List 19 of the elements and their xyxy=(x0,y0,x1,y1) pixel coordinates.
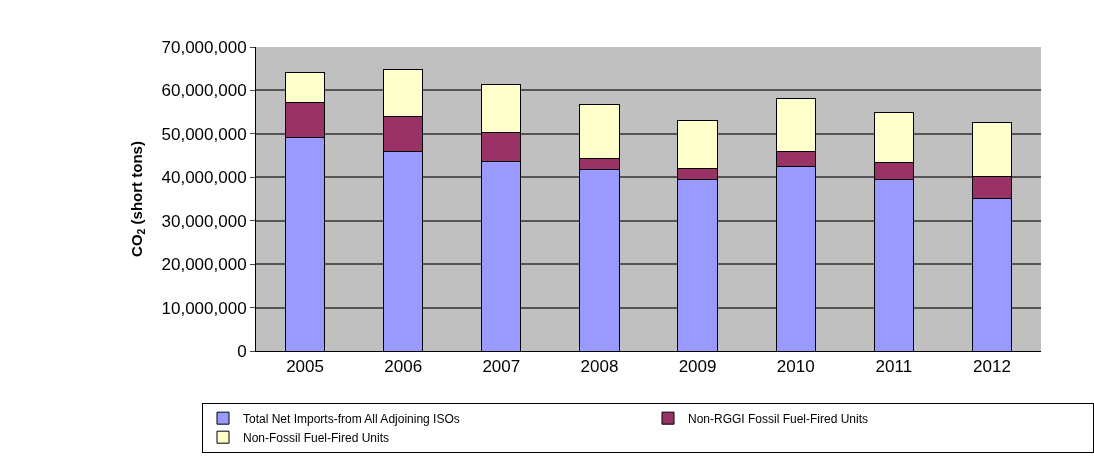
y-tick-label: 70,000,000 xyxy=(161,37,247,57)
legend-label: Non-RGGI Fossil Fuel-Fired Units xyxy=(688,411,869,426)
y-tick-label: 20,000,000 xyxy=(161,255,247,275)
y-tick-label: 40,000,000 xyxy=(161,168,247,188)
x-tick-label: 2011 xyxy=(875,357,913,377)
x-tick-label: 2009 xyxy=(678,357,717,377)
y-tick-label: 10,000,000 xyxy=(161,298,247,318)
x-tick-label: 2012 xyxy=(973,357,1011,377)
legend-label: Total Net Imports-from All Adjoining ISOs xyxy=(243,411,460,426)
x-tick-label: 2010 xyxy=(776,357,815,377)
y-tick-label: 60,000,000 xyxy=(161,81,247,101)
x-tick-label: 2005 xyxy=(286,357,324,377)
y-tick-label: 0 xyxy=(237,341,247,361)
legend-label: Non-Fossil Fuel-Fired Units xyxy=(243,430,390,445)
x-tick-label: 2007 xyxy=(482,357,521,377)
y-tick-label: 30,000,000 xyxy=(161,211,247,231)
x-tick-label: 2008 xyxy=(580,357,619,377)
y-tick-label: 50,000,000 xyxy=(161,124,247,144)
x-tick-label: 2006 xyxy=(384,357,423,377)
